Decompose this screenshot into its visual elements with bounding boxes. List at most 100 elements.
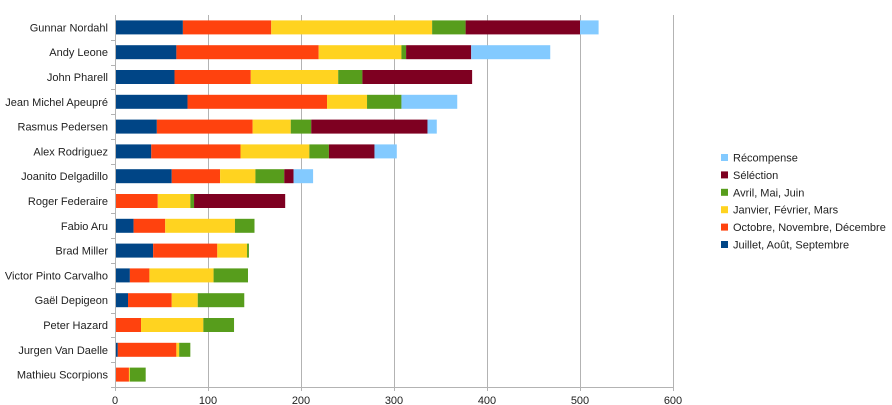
bar-segment [338, 70, 363, 84]
bar-segment [401, 94, 458, 109]
bar-segment [580, 20, 599, 35]
bar-segment [290, 119, 312, 134]
bar-segment [115, 318, 142, 332]
x-tick-label: 600 [664, 395, 682, 405]
bar-segment [327, 94, 368, 109]
bar-segment [182, 20, 272, 35]
bar-segment [406, 45, 472, 60]
category-label: Brad Miller [55, 246, 108, 258]
bar-segment [115, 243, 154, 258]
x-tick-label: 500 [571, 395, 589, 405]
category-label: Fabio Aru [61, 221, 108, 233]
legend-label: Juillet, Août, Septembre [733, 240, 849, 252]
bar-segment [153, 243, 218, 258]
bars [115, 20, 599, 382]
bar-segment [213, 268, 248, 283]
category-label: Peter Hazard [43, 320, 108, 332]
bar-segment [250, 70, 339, 84]
bar-segment [115, 342, 118, 357]
legend-label: Récompense [733, 153, 798, 165]
bar-segment [240, 144, 310, 159]
bar-segment [115, 20, 183, 35]
category-labels: Gunnar Nordahl Andy Leone John Pharell Jean… [5, 22, 109, 381]
bar-segment [174, 70, 251, 84]
bar-segment [115, 293, 129, 308]
category-label: Alex Rodriguez [33, 146, 108, 158]
bar-segment [171, 169, 221, 184]
axes [111, 15, 674, 391]
bar-segment [234, 218, 255, 233]
bar-segment [471, 45, 551, 60]
category-label: Joanito Delgadillo [21, 171, 108, 183]
legend-swatch [721, 171, 728, 179]
bar-segment [157, 194, 191, 208]
bar-segment [197, 293, 245, 308]
bar-segment [432, 20, 466, 35]
x-tick-label: 200 [292, 395, 310, 405]
bar-segment [115, 45, 177, 60]
bar-segment [115, 194, 158, 208]
bar-segment [117, 342, 177, 357]
bar-segment [129, 268, 150, 283]
bar-segment [465, 20, 580, 35]
legend-swatch [721, 206, 728, 214]
bar-segment [129, 367, 146, 382]
category-label: Jean Michel Apeupré [5, 97, 108, 109]
bar-segment [176, 342, 180, 357]
bar-segment [271, 20, 433, 35]
x-tick-label: 0 [112, 395, 118, 405]
bar-segment [401, 45, 407, 60]
bar-segment [115, 218, 134, 233]
category-label: Mathieu Scorpions [17, 370, 109, 382]
bar-segment [309, 144, 329, 159]
legend-label: Janvier, Février, Mars [733, 205, 839, 217]
legend-label: Séléction [733, 170, 778, 182]
bar-segment [156, 119, 253, 134]
legend-label: Avril, Mai, Juin [733, 187, 804, 199]
category-label: Andy Leone [49, 47, 108, 59]
bar-segment [203, 318, 235, 332]
bar-segment [318, 45, 402, 60]
x-tick-label: 300 [385, 395, 403, 405]
bar-segment [141, 318, 204, 332]
bar-segment [255, 169, 285, 184]
bar-segment [374, 144, 397, 159]
bar-segment [115, 94, 188, 109]
bar-segment [190, 194, 195, 208]
bar-segment [171, 293, 198, 308]
bar-segment [284, 169, 294, 184]
x-tick-label: 400 [478, 395, 496, 405]
bar-segment [115, 70, 175, 84]
bar-segment [176, 45, 319, 60]
x-tick-label: 100 [199, 395, 217, 405]
bar-segment [247, 243, 249, 258]
bar-segment [165, 218, 235, 233]
category-label: Gunnar Nordahl [30, 22, 108, 34]
bar-segment [311, 119, 428, 134]
legend-swatch [721, 223, 728, 231]
bar-segment [187, 94, 328, 109]
bar-segment [362, 70, 473, 84]
legend-swatch [721, 154, 728, 161]
legend-swatch [721, 241, 728, 248]
bar-segment [194, 194, 286, 208]
category-label: Gaël Depigeon [35, 295, 108, 307]
category-label: John Pharell [47, 72, 108, 84]
category-label: Rasmus Pedersen [18, 122, 109, 134]
bar-segment [220, 169, 256, 184]
bar-segment [217, 243, 248, 258]
bar-segment [427, 119, 437, 134]
bar-segment [133, 218, 166, 233]
bar-segment [151, 144, 241, 159]
x-tick-labels: 0 100 200 300 400 500 600 [112, 395, 682, 405]
category-label: Roger Federaire [28, 196, 108, 208]
bar-segment [252, 119, 291, 134]
legend-label: Octobre, Novembre, Décembre [733, 222, 886, 234]
bar-segment [115, 169, 172, 184]
legend: Récompense Séléction Avril, Mai, Juin Janvi… [721, 153, 886, 252]
bar-segment [367, 94, 402, 109]
bar-segment [149, 268, 214, 283]
category-label: Jurgen Van Daelle [18, 345, 108, 357]
bar-segment [115, 119, 157, 134]
